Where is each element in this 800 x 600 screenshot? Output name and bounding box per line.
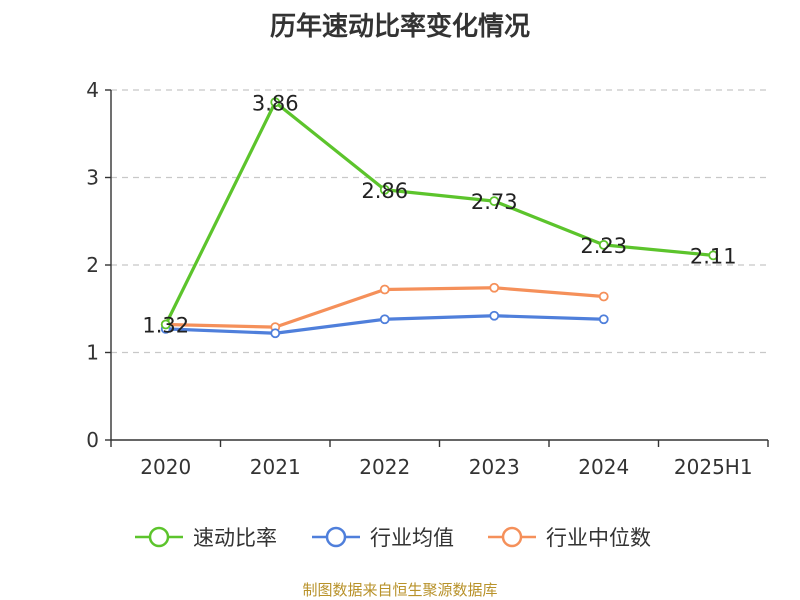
data-label-2021: 3.86 [252,91,299,115]
legend[interactable]: 速动比率 行业均值 行业中位数 [135,526,651,550]
legend-swatch-marker-2 [501,526,523,548]
legend-label-2: 行业中位数 [546,526,651,550]
y-tick-label-4: 4 [86,78,99,102]
data-label-2022: 2.86 [361,179,408,203]
x-tick-label-2022: 2022 [359,455,410,479]
series-0-point-2023[interactable] [489,196,500,207]
chart-title: 历年速动比率变化情况 [270,11,530,42]
series-0-point-2024[interactable] [598,239,609,250]
legend-item-0[interactable]: 速动比率 [135,526,277,550]
data-label-2020: 1.32 [142,314,189,338]
series-0-point-2020[interactable] [160,319,171,330]
legend-swatch-marker-0 [148,526,170,548]
x-tick-label-2025H1: 2025H1 [674,455,753,479]
series-0-point-2022[interactable] [379,184,390,195]
axes: 0 1 2 3 4 2020 2021 2022 2023 2024 2025H1 [86,78,769,479]
series-2-point-2023[interactable] [489,282,500,293]
series-0-point-2021[interactable] [270,97,281,108]
series-2-point-2024[interactable] [598,291,609,302]
source-note: 制图数据来自恒生聚源数据库 [302,581,497,599]
x-tick-label-2021: 2021 [250,455,301,479]
series-1-point-2022[interactable] [379,314,390,325]
data-label-2025H1: 2.11 [690,244,737,268]
data-label-2023: 2.73 [471,190,518,214]
legend-item-1[interactable]: 行业均值 [312,526,454,550]
legend-swatch-marker-1 [325,526,347,548]
series-2-point-2022[interactable] [379,284,390,295]
series [160,97,719,339]
legend-label-1: 行业均值 [370,526,454,550]
legend-label-0: 速动比率 [193,526,277,550]
y-tick-label-0: 0 [86,428,99,452]
y-tick-label-3: 3 [86,166,99,190]
data-label-2024: 2.23 [580,234,627,258]
series-1-point-2021[interactable] [270,328,281,339]
series-0-point-2025H1[interactable] [708,250,719,261]
x-tick-label-2024: 2024 [578,455,629,479]
grid [111,89,768,354]
series-line-0 [164,100,714,326]
y-tick-label-2: 2 [86,253,99,277]
x-tick-label-2023: 2023 [469,455,520,479]
x-tick-label-2020: 2020 [140,455,191,479]
legend-item-2[interactable]: 行业中位数 [488,526,651,550]
data-labels: 1.32 3.86 2.86 2.73 2.23 2.11 [142,91,736,337]
series-1-point-2023[interactable] [489,310,500,321]
series-1-point-2024[interactable] [598,314,609,325]
y-tick-label-1: 1 [86,341,99,365]
